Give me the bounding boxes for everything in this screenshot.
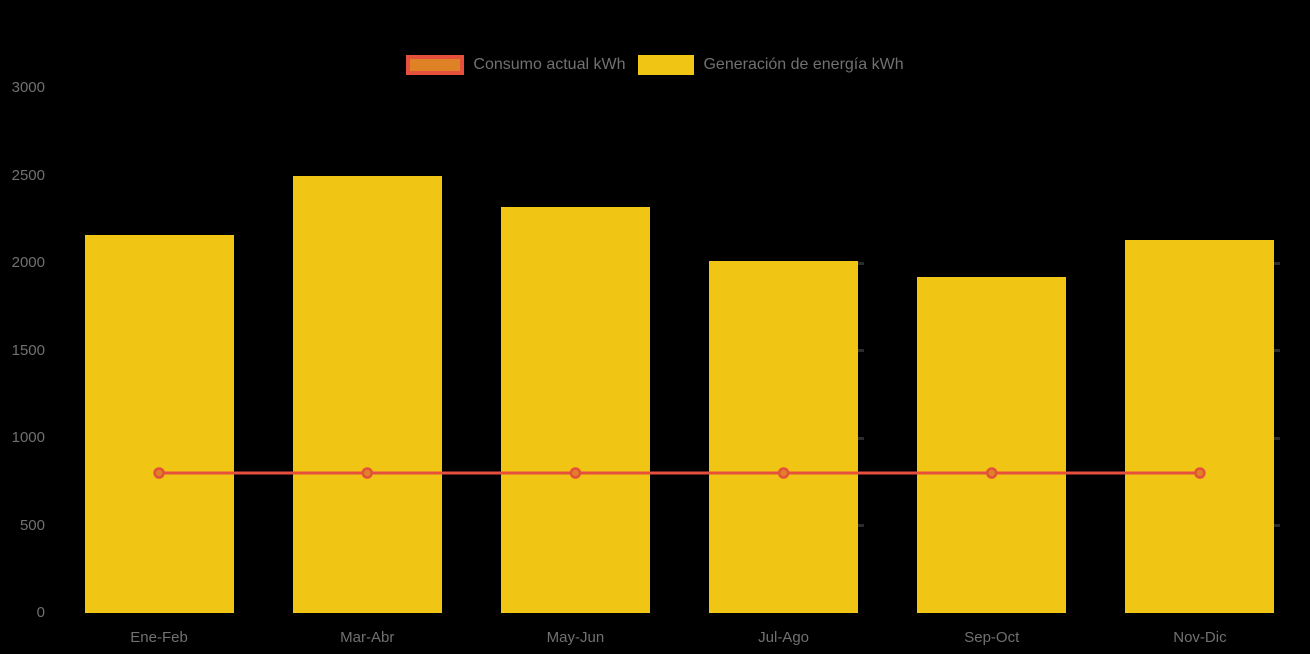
minor-tick-mark <box>858 436 865 440</box>
line-point-Mar-Abr[interactable] <box>361 467 373 479</box>
y-axis-tick-label: 500 <box>19 516 45 534</box>
line-point-Sep-Oct[interactable] <box>986 467 998 479</box>
bar-Ene-Feb[interactable] <box>84 235 234 613</box>
y-axis-tick-label: 0 <box>36 604 45 621</box>
minor-tick-mark <box>858 349 865 352</box>
line-point-Jul-Ago[interactable] <box>777 467 790 479</box>
y-axis-tick-label: 2500 <box>11 166 45 184</box>
bar-Sep-Oct[interactable] <box>917 277 1067 613</box>
legend-item-generacion-energia[interactable]: Generación de energía kWh <box>638 54 904 76</box>
line-point-May-Jun[interactable] <box>569 467 582 479</box>
minor-tick-mark <box>858 524 865 527</box>
minor-tick-mark <box>1274 261 1281 265</box>
generacion-energia-swatch-icon <box>638 55 695 75</box>
x-axis-tick-label: Ene-Feb <box>130 629 188 646</box>
consumo-actual-swatch-icon <box>406 55 465 75</box>
legend-label-generacion-energia: Generación de energía kWh <box>703 56 904 73</box>
minor-tick-mark <box>1274 349 1281 352</box>
minor-tick-mark <box>1274 436 1281 440</box>
line-point-Nov-Dic[interactable] <box>1194 467 1206 479</box>
x-axis-tick-label: Sep-Oct <box>964 629 1020 646</box>
y-axis-tick-label: 3000 <box>11 79 45 96</box>
y-axis-tick-label: 2000 <box>11 254 45 271</box>
bar-Mar-Abr[interactable] <box>292 175 442 613</box>
x-axis-tick-label: Jul-Ago <box>758 629 809 646</box>
legend: Consumo actual kWh Generación de energía… <box>0 54 1310 76</box>
line-point-Ene-Feb[interactable] <box>153 467 165 479</box>
minor-tick-mark <box>858 261 865 265</box>
x-axis-tick-label: Nov-Dic <box>1173 629 1227 646</box>
y-axis-tick-label: 1500 <box>11 341 45 359</box>
y-axis-tick-label: 1000 <box>11 429 45 446</box>
bar-May-Jun[interactable] <box>500 207 650 613</box>
x-axis-tick-label: May-Jun <box>546 629 605 646</box>
minor-tick-mark <box>1274 524 1281 527</box>
legend-item-consumo-actual[interactable]: Consumo actual kWh <box>406 54 625 76</box>
bar-Nov-Dic[interactable] <box>1125 240 1275 613</box>
x-axis-tick-label: Mar-Abr <box>340 629 395 646</box>
legend-label-consumo-actual: Consumo actual kWh <box>473 56 626 73</box>
bar-Jul-Ago[interactable] <box>709 261 859 613</box>
